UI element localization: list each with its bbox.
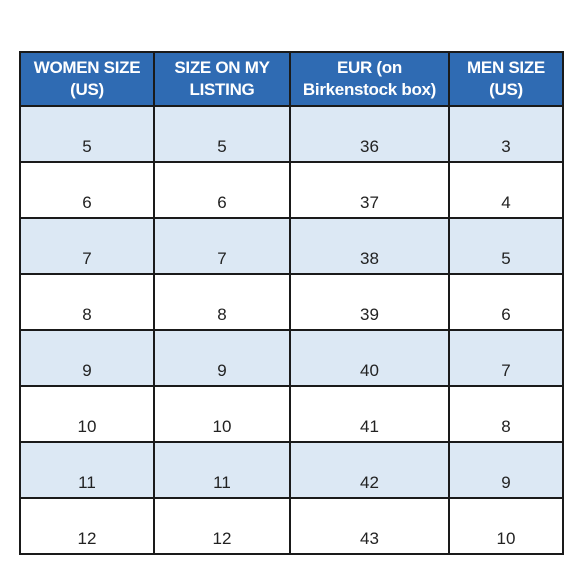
- cell-men-size: 5: [448, 217, 564, 275]
- cell-men-size: 7: [448, 329, 564, 387]
- table-header: WOMEN SIZE (US) SIZE ON MY LISTING EUR (…: [19, 51, 564, 107]
- table-row: 6 6 37 4: [19, 161, 564, 219]
- header-line: (US): [70, 80, 104, 99]
- header-row: WOMEN SIZE (US) SIZE ON MY LISTING EUR (…: [19, 51, 564, 107]
- cell-eur-size: 39: [289, 273, 450, 331]
- cell-listing-size: 12: [153, 497, 291, 555]
- size-chart-table: WOMEN SIZE (US) SIZE ON MY LISTING EUR (…: [19, 51, 564, 555]
- header-men-size: MEN SIZE (US): [448, 51, 564, 107]
- cell-women-size: 5: [19, 105, 155, 163]
- table-row: 8 8 39 6: [19, 273, 564, 331]
- cell-women-size: 11: [19, 441, 155, 499]
- table-row: 11 11 42 9: [19, 441, 564, 499]
- header-line: MEN SIZE: [467, 58, 545, 77]
- cell-women-size: 8: [19, 273, 155, 331]
- table-row: 5 5 36 3: [19, 105, 564, 163]
- table-row: 7 7 38 5: [19, 217, 564, 275]
- header-women-size: WOMEN SIZE (US): [19, 51, 155, 107]
- cell-women-size: 7: [19, 217, 155, 275]
- table-row: 12 12 43 10: [19, 497, 564, 555]
- cell-eur-size: 43: [289, 497, 450, 555]
- cell-listing-size: 6: [153, 161, 291, 219]
- cell-listing-size: 5: [153, 105, 291, 163]
- header-line: (US): [489, 80, 523, 99]
- cell-listing-size: 9: [153, 329, 291, 387]
- cell-men-size: 8: [448, 385, 564, 443]
- cell-eur-size: 41: [289, 385, 450, 443]
- cell-listing-size: 10: [153, 385, 291, 443]
- header-line: SIZE ON MY: [174, 58, 270, 77]
- cell-eur-size: 38: [289, 217, 450, 275]
- header-line: LISTING: [189, 80, 255, 99]
- header-eur-size: EUR (on Birkenstock box): [289, 51, 450, 107]
- cell-eur-size: 40: [289, 329, 450, 387]
- table-row: 9 9 40 7: [19, 329, 564, 387]
- cell-listing-size: 11: [153, 441, 291, 499]
- cell-men-size: 4: [448, 161, 564, 219]
- header-listing-size: SIZE ON MY LISTING: [153, 51, 291, 107]
- cell-listing-size: 8: [153, 273, 291, 331]
- cell-men-size: 10: [448, 497, 564, 555]
- header-line: EUR (on: [337, 58, 402, 77]
- cell-listing-size: 7: [153, 217, 291, 275]
- cell-women-size: 6: [19, 161, 155, 219]
- cell-eur-size: 36: [289, 105, 450, 163]
- header-line: WOMEN SIZE: [33, 58, 141, 77]
- cell-women-size: 10: [19, 385, 155, 443]
- cell-eur-size: 42: [289, 441, 450, 499]
- cell-men-size: 6: [448, 273, 564, 331]
- cell-women-size: 12: [19, 497, 155, 555]
- table-row: 10 10 41 8: [19, 385, 564, 443]
- cell-men-size: 9: [448, 441, 564, 499]
- cell-women-size: 9: [19, 329, 155, 387]
- cell-eur-size: 37: [289, 161, 450, 219]
- cell-men-size: 3: [448, 105, 564, 163]
- table-body: 5 5 36 3 6 6 37 4 7 7 38 5 8 8 39 6 9 9 40 7 10 10 41 8 11 11 42 9 1…: [19, 105, 564, 555]
- header-line: Birkenstock box): [302, 80, 437, 99]
